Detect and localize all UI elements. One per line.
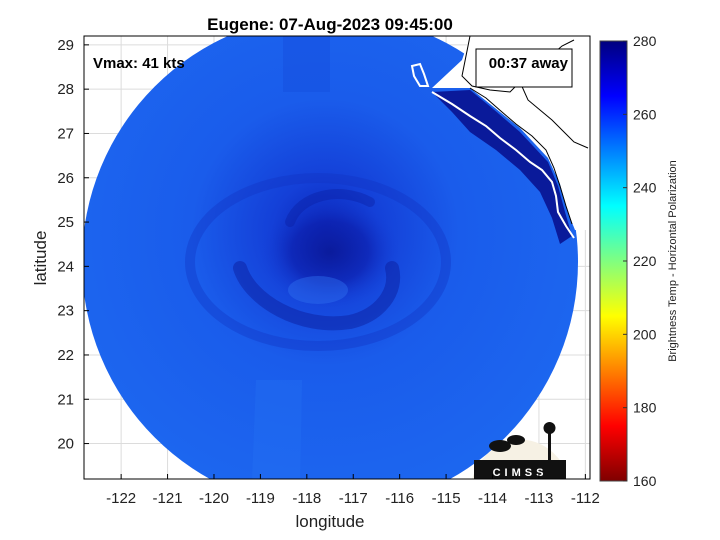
storm-core: [260, 196, 400, 308]
colorbar-tick-label: 260: [633, 106, 657, 122]
logo-text: CIMSS: [493, 467, 548, 479]
away-box: 00:37 away: [475, 48, 573, 88]
colorbar-tick-label: 160: [633, 473, 657, 489]
colorbar-ticks: 160 180 200 220 240 260 280: [623, 33, 657, 489]
outer-rainband: [185, 173, 451, 351]
state-border: [519, 81, 589, 149]
away-label: 00:37 away: [489, 55, 569, 72]
y-tick-label: 22: [57, 347, 74, 364]
colorbar-tick-label: 280: [633, 33, 657, 49]
x-tick-label: -119: [246, 490, 275, 507]
x-tick-label: -114: [478, 490, 507, 507]
x-tick-label: -118: [292, 490, 321, 507]
spiral-band: [285, 189, 375, 227]
colorbar-tick-label: 180: [633, 400, 657, 416]
y-axis-label: latitude: [31, 231, 50, 286]
tower-icon: [548, 428, 551, 460]
logo-building: [474, 460, 566, 479]
mainland-coastline: [469, 87, 573, 225]
vmax-box: Vmax: 41 kts: [93, 55, 185, 72]
warm-coastal-water: [432, 90, 572, 244]
satellite-dish-icon: [489, 440, 511, 452]
cimss-logo: CIMSS: [472, 422, 566, 479]
y-tick-label: 20: [57, 436, 74, 453]
swath-notch: [283, 36, 330, 92]
colorbar-tick-label: 240: [633, 180, 657, 196]
y-tick-label: 25: [57, 214, 74, 231]
swath-seam: [252, 380, 302, 479]
x-tick-label: -120: [199, 490, 229, 507]
x-tick-label: -115: [432, 490, 461, 507]
colorbar-tick-label: 220: [633, 253, 657, 269]
eye-light-patch: [288, 276, 348, 304]
eyewall-band: [233, 261, 401, 331]
baja-coastline: [431, 91, 575, 239]
y-tick-label: 23: [57, 303, 74, 320]
x-tick-label: -113: [524, 490, 553, 507]
x-tick-label: -116: [385, 490, 414, 507]
plot-title: Eugene: 07-Aug-2023 09:45:00: [207, 15, 453, 34]
away-box-bg: [475, 48, 573, 88]
y-tick-label: 29: [57, 37, 74, 54]
y-tick-label: 28: [57, 81, 74, 98]
x-axis-ticks: -122 -121 -120 -119 -118 -117 -116 -115 -114 -113…: [106, 474, 600, 507]
satellite-dish-icon-2: [507, 435, 525, 445]
x-tick-label: -112: [571, 490, 600, 507]
vmax-label: Vmax: 41 kts: [93, 55, 185, 72]
x-tick-label: -122: [106, 490, 136, 507]
colorbar-label: Brightness Temp - Horizontal Polarizatio…: [667, 160, 679, 362]
x-axis-label: longitude: [295, 512, 364, 531]
colorbar-tick-label: 200: [633, 326, 657, 342]
colorbar: [599, 40, 628, 482]
x-tick-label: -121: [153, 490, 183, 507]
y-axis-ticks: 20 21 22 23 24 25 26 27 28 29: [57, 37, 89, 453]
x-tick-label: -117: [339, 490, 368, 507]
island-outline: [410, 62, 430, 87]
tower-dome-icon: [543, 422, 556, 434]
y-tick-label: 27: [57, 125, 74, 142]
y-tick-label: 26: [57, 170, 74, 187]
y-tick-label: 21: [57, 391, 74, 408]
plot-frame: [83, 35, 591, 480]
y-tick-label: 24: [57, 258, 74, 275]
